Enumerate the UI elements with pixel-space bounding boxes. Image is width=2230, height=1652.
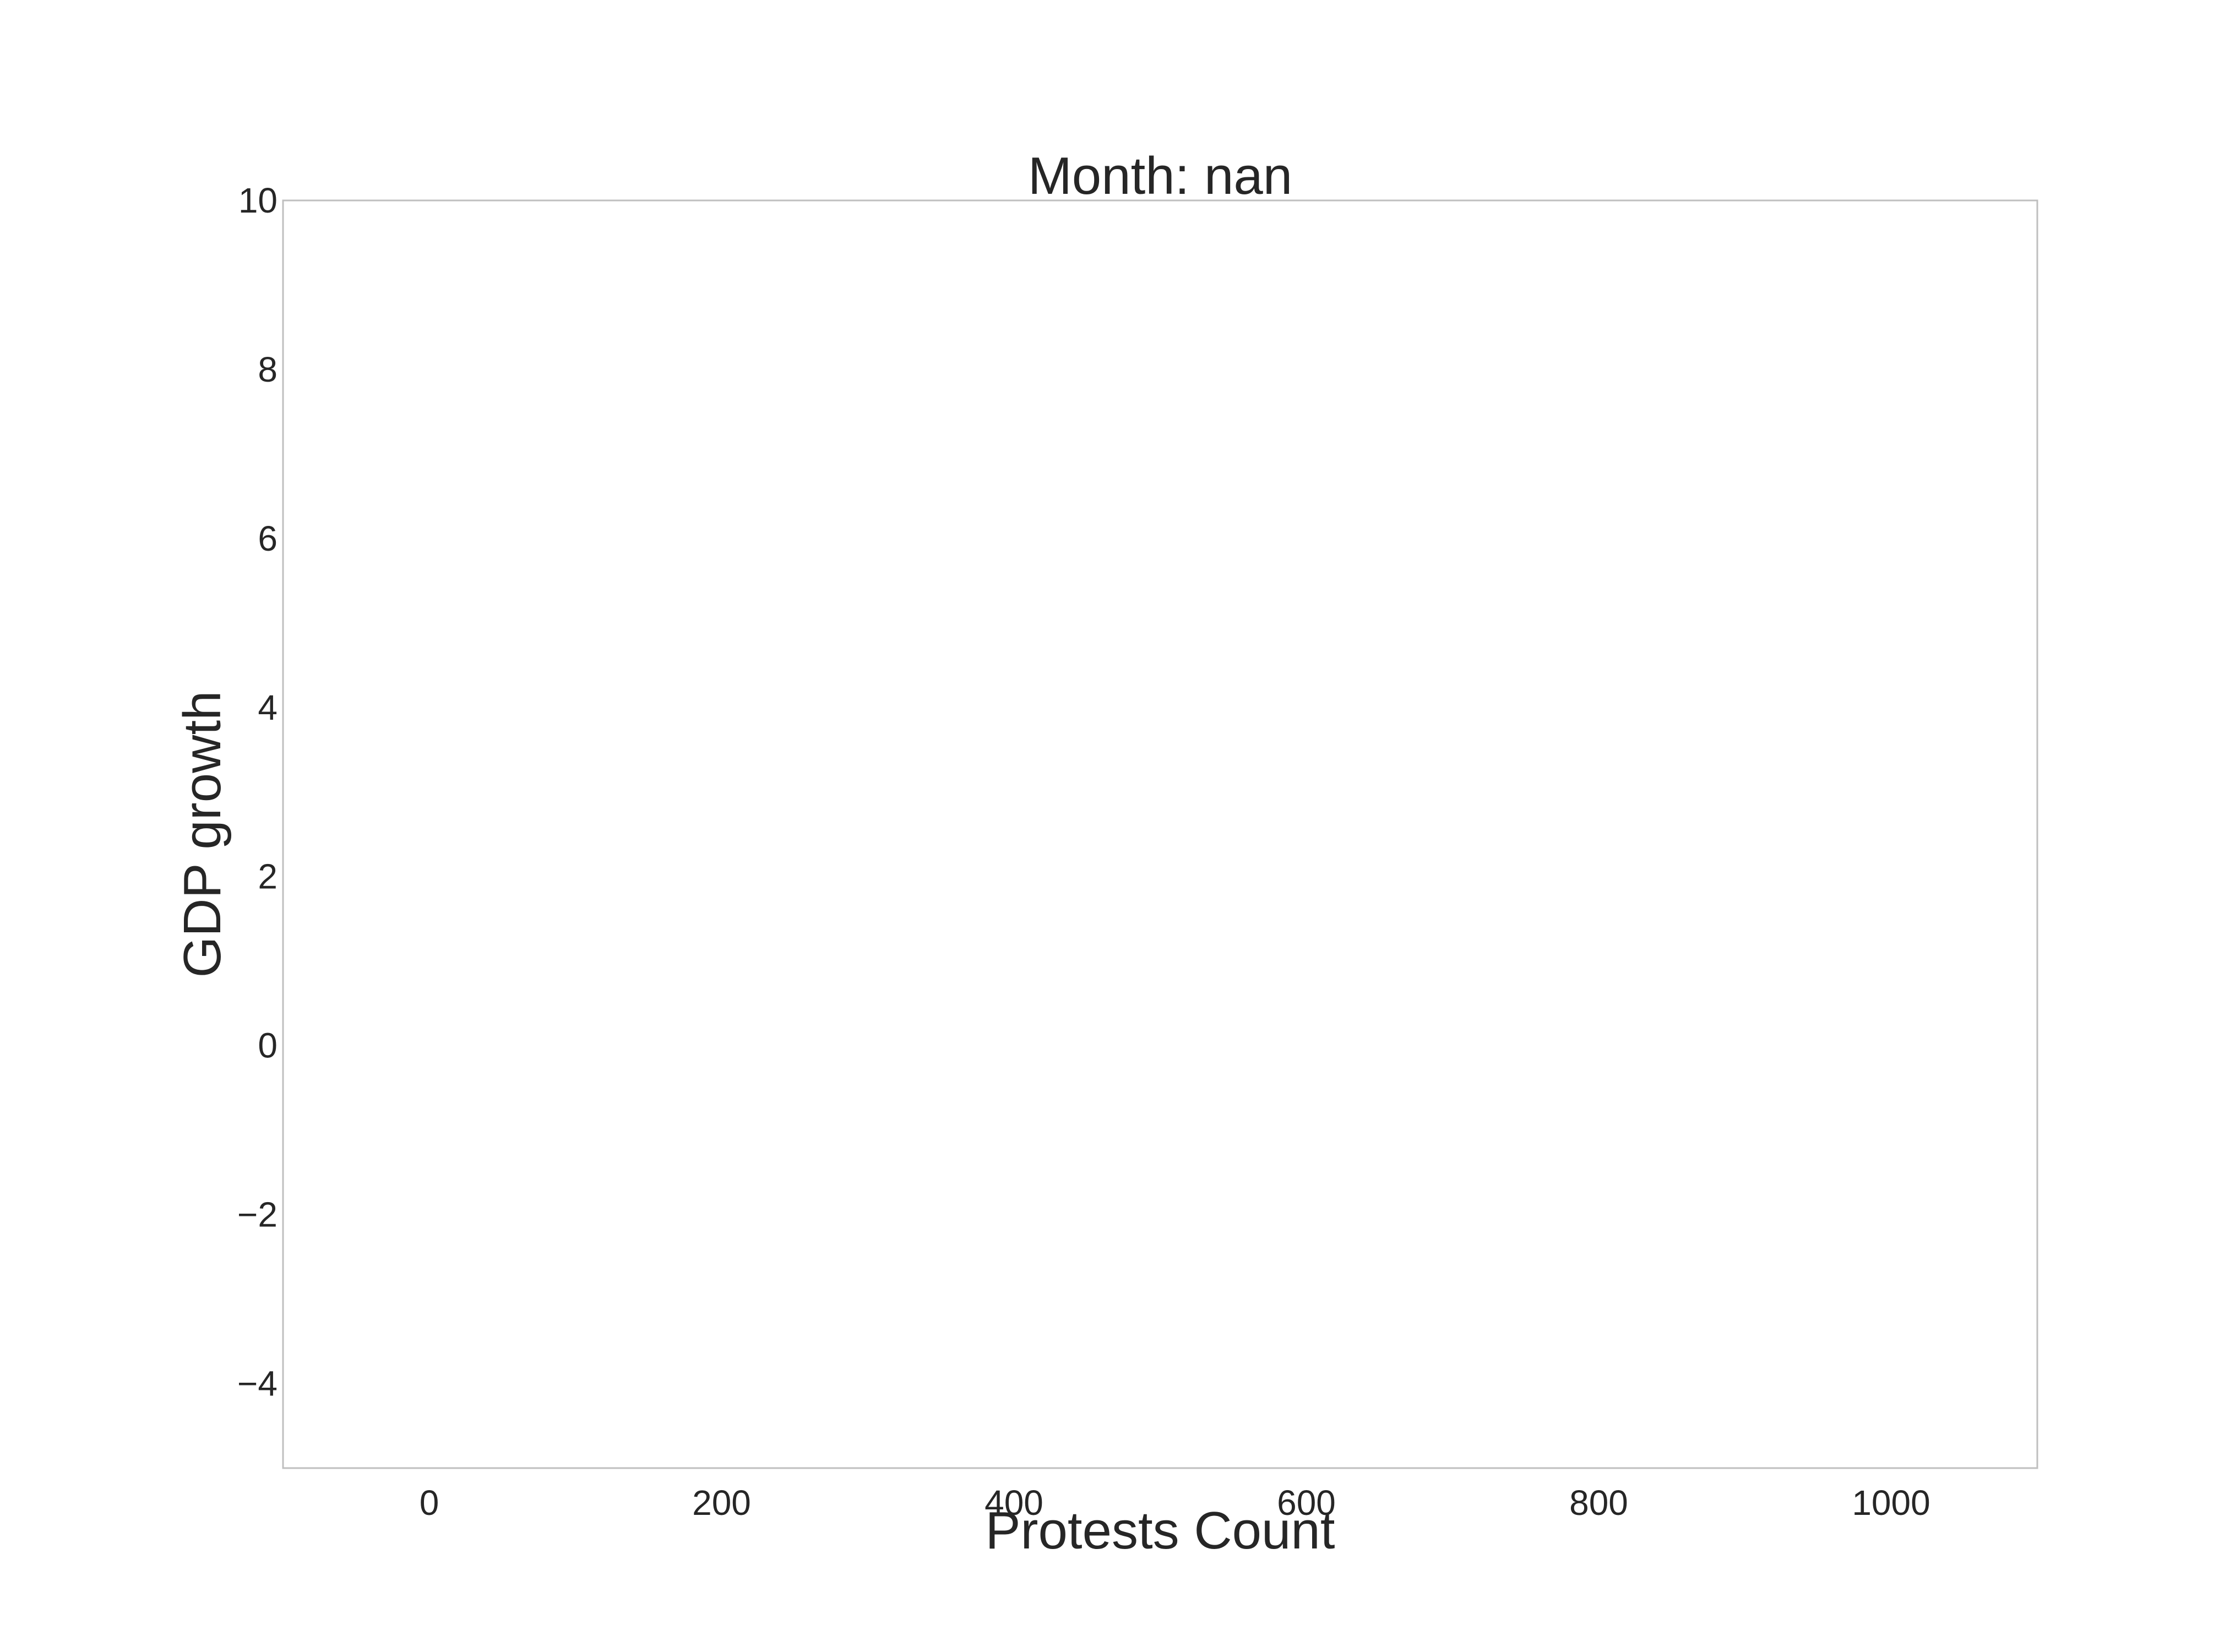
y-tick-label: 8: [258, 350, 278, 389]
x-tick-label: 1000: [1852, 1483, 1930, 1523]
x-axis-title: Protests Count: [986, 1501, 1335, 1560]
y-tick-label: 0: [258, 1026, 278, 1066]
y-tick-label: 2: [258, 857, 278, 896]
y-tick-label: −4: [237, 1364, 278, 1404]
y-tick-label: 4: [258, 688, 278, 727]
x-axis-ticks: 0 200 400 600 800 1000: [420, 1483, 1930, 1523]
plot-area: [282, 199, 2038, 1469]
x-tick-label: 0: [420, 1483, 439, 1523]
y-tick-label: 6: [258, 519, 278, 558]
y-tick-label: −2: [237, 1195, 278, 1235]
y-axis-ticks: −4 −2 0 2 4 6 8 10: [237, 181, 278, 1404]
y-axis-title: GDP growth: [173, 691, 232, 977]
x-tick-label: 600: [1277, 1483, 1336, 1523]
x-tick-label: 800: [1569, 1483, 1628, 1523]
x-tick-label: 400: [985, 1483, 1043, 1523]
x-tick-label: 200: [692, 1483, 751, 1523]
chart-title: Month: nan: [1028, 146, 1292, 205]
plot-frame: [282, 199, 2038, 1469]
y-tick-label: 10: [238, 181, 278, 220]
